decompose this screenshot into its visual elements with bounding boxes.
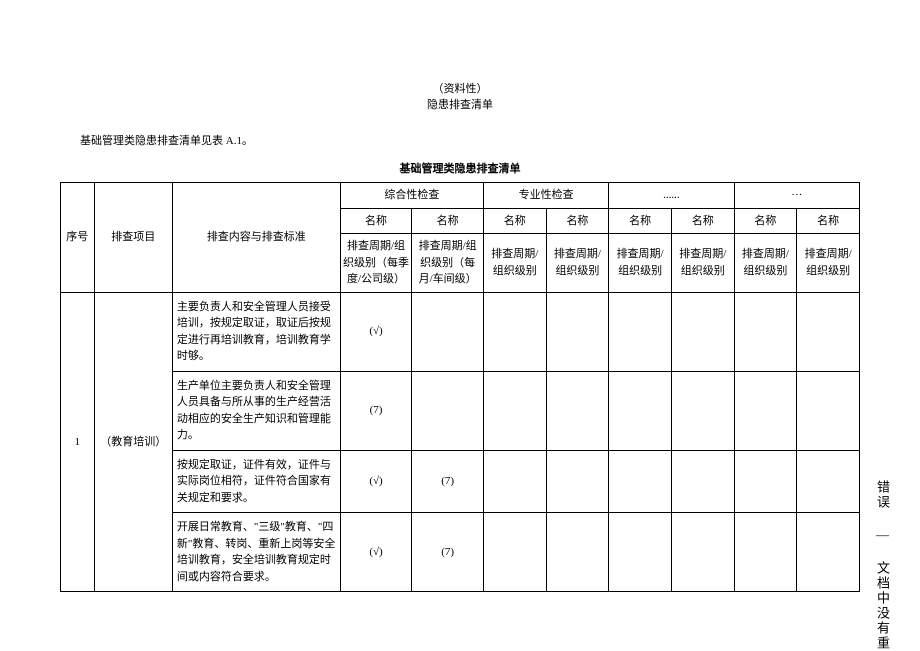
check-cell: (7) — [340, 371, 412, 450]
check-cell — [671, 450, 734, 513]
name-label: 名称 — [734, 208, 797, 234]
check-cell — [734, 513, 797, 592]
col-group2: 专业性检查 — [483, 183, 608, 209]
col-seq: 序号 — [61, 183, 95, 293]
name-label: 名称 — [797, 208, 860, 234]
check-cell — [671, 371, 734, 450]
check-cell — [546, 292, 609, 371]
check-cell — [797, 292, 860, 371]
sub4: 排查周期/组织级别 — [546, 234, 609, 293]
col-group1: 综合性检查 — [340, 183, 483, 209]
check-cell — [797, 513, 860, 592]
doc-title: 隐患排查清单 — [60, 96, 860, 112]
col-group3: ...... — [609, 183, 734, 209]
seq-cell: 1 — [61, 292, 95, 592]
check-cell: (√) — [340, 513, 412, 592]
table-title: 基础管理类隐患排查清单 — [60, 160, 860, 176]
check-cell — [412, 292, 484, 371]
col-item: 排查项目 — [94, 183, 172, 293]
content-cell: 生产单位主要负责人和安全管理人员具备与所从事的生产经营活动相应的安全生产知识和管… — [172, 371, 340, 450]
table-row: 1 （教育培训） 主要负责人和安全管理人员接受培训，按规定取证，取证后按规定进行… — [61, 292, 860, 371]
annex-label: （资料性） — [60, 80, 860, 96]
col-group4: ··· — [734, 183, 859, 209]
sub8: 排查周期/组织级别 — [797, 234, 860, 293]
check-cell — [734, 371, 797, 450]
check-cell — [609, 292, 672, 371]
check-cell — [734, 292, 797, 371]
check-cell — [797, 371, 860, 450]
sub2: 排查周期/组织级别（每月/车间级） — [412, 234, 484, 293]
col-content: 排查内容与排查标准 — [172, 183, 340, 293]
intro-text: 基础管理类隐患排查清单见表 A.1。 — [80, 132, 860, 148]
content-cell: 主要负责人和安全管理人员接受培训，按规定取证，取证后按规定进行再培训教育，培训教… — [172, 292, 340, 371]
check-cell — [483, 450, 546, 513]
check-cell — [546, 513, 609, 592]
check-cell: (√) — [340, 292, 412, 371]
check-cell — [734, 450, 797, 513]
name-label: 名称 — [671, 208, 734, 234]
table-row: 生产单位主要负责人和安全管理人员具备与所从事的生产经营活动相应的安全生产知识和管… — [61, 371, 860, 450]
check-cell: (√) — [340, 450, 412, 513]
checklist-table: 序号 排查项目 排查内容与排查标准 综合性检查 专业性检查 ...... ···… — [60, 182, 860, 592]
check-cell — [797, 450, 860, 513]
sub6: 排查周期/组织级别 — [671, 234, 734, 293]
name-label: 名称 — [609, 208, 672, 234]
side-error-text: 错误 — 文档中没有重 — [878, 480, 892, 651]
check-cell — [609, 450, 672, 513]
sub1: 排查周期/组织级别（每季度/公司级） — [340, 234, 412, 293]
check-cell — [609, 371, 672, 450]
sub5: 排查周期/组织级别 — [609, 234, 672, 293]
content-cell: 开展日常教育、"三级"教育、"四新"教育、转岗、重新上岗等安全培训教育，安全培训… — [172, 513, 340, 592]
check-cell — [671, 292, 734, 371]
content-cell: 按规定取证，证件有效，证件与实际岗位相符，证件符合国家有关规定和要求。 — [172, 450, 340, 513]
name-label: 名称 — [546, 208, 609, 234]
check-cell — [671, 513, 734, 592]
item-cell: （教育培训） — [94, 292, 172, 592]
check-cell — [546, 371, 609, 450]
check-cell — [412, 371, 484, 450]
check-cell: (7) — [412, 450, 484, 513]
name-label: 名称 — [340, 208, 412, 234]
name-label: 名称 — [412, 208, 484, 234]
check-cell: (7) — [412, 513, 484, 592]
check-cell — [609, 513, 672, 592]
check-cell — [483, 513, 546, 592]
check-cell — [483, 292, 546, 371]
name-label: 名称 — [483, 208, 546, 234]
sub3: 排查周期/组织级别 — [483, 234, 546, 293]
table-row: 按规定取证，证件有效，证件与实际岗位相符，证件符合国家有关规定和要求。 (√) … — [61, 450, 860, 513]
check-cell — [483, 371, 546, 450]
check-cell — [546, 450, 609, 513]
sub7: 排查周期/组织级别 — [734, 234, 797, 293]
table-row: 开展日常教育、"三级"教育、"四新"教育、转岗、重新上岗等安全培训教育，安全培训… — [61, 513, 860, 592]
